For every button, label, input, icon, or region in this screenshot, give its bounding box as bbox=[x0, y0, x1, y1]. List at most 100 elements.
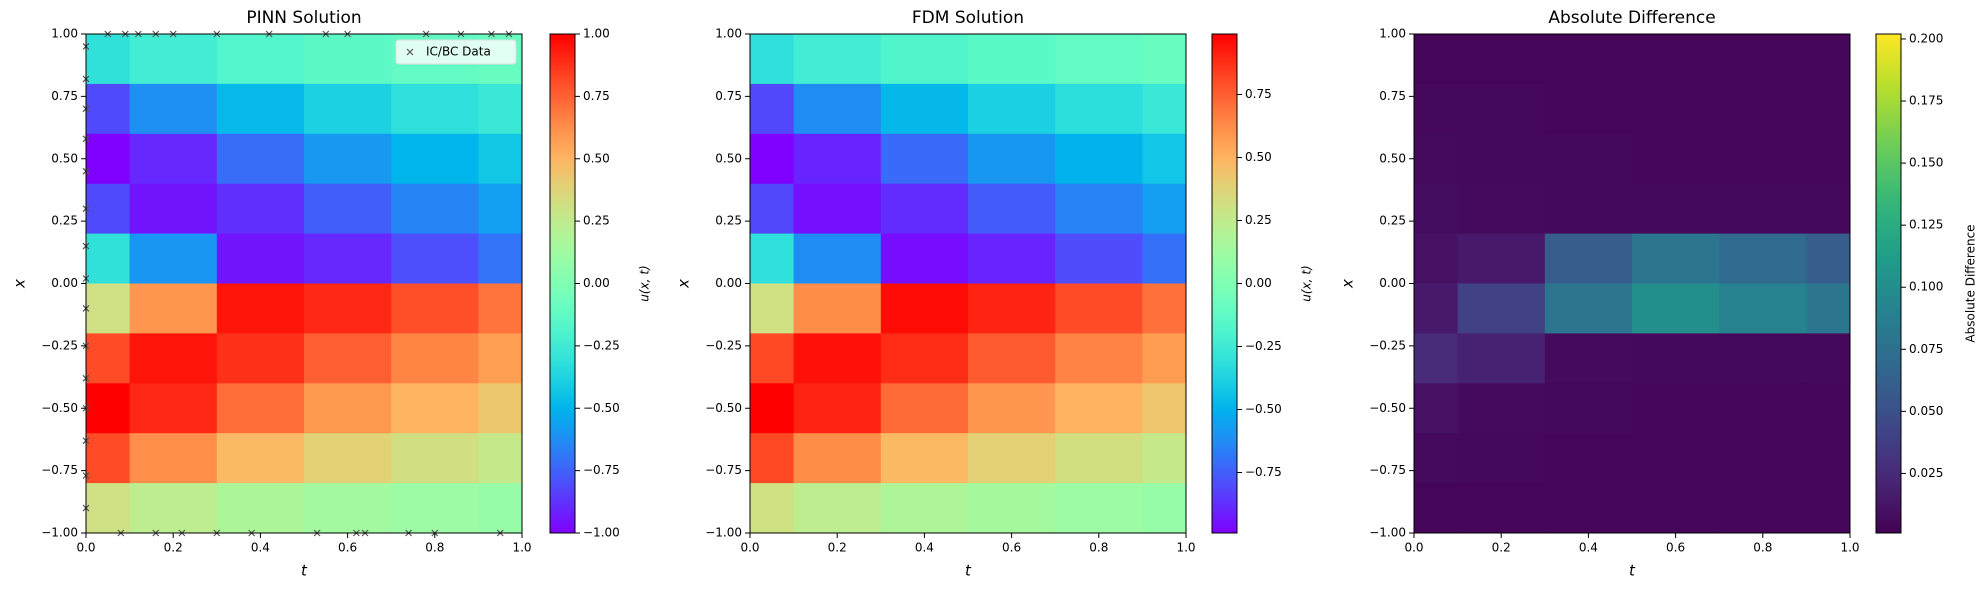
heatmap-cell bbox=[1806, 433, 1850, 484]
heatmap-cell bbox=[1414, 483, 1459, 533]
x-tick-label: 0.2 bbox=[828, 541, 847, 555]
y-tick-label: 1.00 bbox=[1379, 27, 1406, 41]
heatmap-cell bbox=[1719, 383, 1807, 434]
chart-title: Absolute Difference bbox=[1548, 8, 1715, 28]
heatmap-cell bbox=[880, 383, 969, 434]
heatmap-cell bbox=[391, 383, 479, 434]
legend-label: IC/BC Data bbox=[426, 45, 491, 59]
heatmap-cell bbox=[1055, 34, 1143, 85]
y-tick-label: 0.75 bbox=[715, 89, 742, 103]
heatmap-cell bbox=[1632, 283, 1720, 334]
heatmap-cell bbox=[750, 34, 795, 85]
heatmap-cell bbox=[391, 433, 479, 484]
heatmap-cell bbox=[86, 233, 131, 284]
colorbar-tick-label: 0.50 bbox=[1245, 150, 1272, 164]
legend-box bbox=[395, 39, 517, 65]
x-axis-label: t bbox=[965, 562, 972, 580]
heatmap-cell bbox=[1544, 233, 1633, 284]
y-tick-label: 0.50 bbox=[51, 151, 78, 165]
heatmap-cell bbox=[1055, 283, 1143, 334]
heatmap-cell bbox=[1544, 433, 1633, 484]
heatmap-cell bbox=[478, 383, 522, 434]
heatmap-cell bbox=[750, 233, 795, 284]
colorbar-tick-label: −0.75 bbox=[1245, 465, 1282, 479]
chart-title: PINN Solution bbox=[246, 8, 361, 28]
heatmap-cell bbox=[750, 83, 795, 135]
heatmap-cell bbox=[216, 483, 305, 533]
y-tick-label: −1.00 bbox=[705, 526, 742, 540]
heatmap-cell bbox=[968, 233, 1056, 284]
y-tick-label: −0.25 bbox=[41, 338, 78, 352]
y-tick-label: 0.75 bbox=[51, 89, 78, 103]
y-axis-label: x bbox=[1339, 279, 1357, 289]
heatmap-cell bbox=[880, 83, 969, 135]
heatmap-cell bbox=[129, 133, 218, 185]
y-axis-label: x bbox=[11, 279, 29, 289]
heatmap-cell bbox=[216, 333, 305, 384]
heatmap-cell bbox=[1142, 183, 1186, 235]
heatmap-cell bbox=[880, 233, 969, 284]
x-tick-label: 0.8 bbox=[1753, 541, 1772, 555]
heatmap-cell bbox=[1719, 483, 1807, 533]
heatmap bbox=[750, 34, 1186, 533]
colorbar bbox=[549, 33, 576, 534]
heatmap-cell bbox=[1414, 283, 1459, 334]
heatmap-cell bbox=[1142, 133, 1186, 185]
heatmap-cell bbox=[1632, 433, 1720, 484]
heatmap-cell bbox=[793, 133, 882, 185]
x-tick-label: 0.6 bbox=[1666, 541, 1685, 555]
heatmap-cell bbox=[129, 333, 218, 384]
heatmap bbox=[1414, 34, 1850, 533]
heatmap-cell bbox=[1055, 483, 1143, 533]
heatmap-cell bbox=[1544, 34, 1633, 85]
heatmap-cell bbox=[1806, 333, 1850, 384]
heatmap-cell bbox=[968, 83, 1056, 135]
x-tick-label: 0.6 bbox=[338, 541, 357, 555]
colorbar-label: u(x, t) bbox=[1300, 265, 1314, 301]
colorbar bbox=[1875, 33, 1902, 534]
heatmap-cell bbox=[1719, 333, 1807, 384]
heatmap-cell bbox=[1457, 333, 1546, 384]
y-tick-label: 0.00 bbox=[51, 276, 78, 290]
colorbar-tick-label: 0.00 bbox=[1245, 276, 1272, 290]
heatmap-cell bbox=[793, 183, 882, 235]
heatmap-cell bbox=[391, 483, 479, 533]
heatmap-cell bbox=[1806, 233, 1850, 284]
colorbar-tick-label: 1.00 bbox=[583, 27, 610, 41]
x-tick-label: 0.4 bbox=[915, 541, 934, 555]
y-tick-label: 0.75 bbox=[1379, 89, 1406, 103]
heatmap-cell bbox=[1055, 433, 1143, 484]
heatmap-cell bbox=[750, 283, 795, 334]
y-tick-label: −0.50 bbox=[705, 401, 742, 415]
heatmap-cell bbox=[1632, 133, 1720, 185]
y-tick-label: 1.00 bbox=[51, 27, 78, 41]
y-tick-label: −0.75 bbox=[705, 463, 742, 477]
heatmap-cell bbox=[1055, 83, 1143, 135]
heatmap-cell bbox=[750, 133, 795, 185]
heatmap-cell bbox=[1806, 283, 1850, 334]
heatmap-cell bbox=[391, 183, 479, 235]
heatmap-cell bbox=[1142, 433, 1186, 484]
heatmap-cell bbox=[304, 34, 392, 85]
heatmap-cell bbox=[216, 183, 305, 235]
heatmap-cell bbox=[1544, 333, 1633, 384]
heatmap-cell bbox=[216, 83, 305, 135]
y-tick-label: 0.25 bbox=[715, 214, 742, 228]
x-tick-label: 0.0 bbox=[76, 541, 95, 555]
colorbar-tick-label: 0.200 bbox=[1909, 31, 1943, 45]
colorbar-tick-label: −1.00 bbox=[583, 526, 620, 540]
heatmap-cell bbox=[304, 233, 392, 284]
heatmap-cell bbox=[1806, 383, 1850, 434]
heatmap-cell bbox=[1719, 34, 1807, 85]
heatmap-cell bbox=[1414, 333, 1459, 384]
heatmap-cell bbox=[1719, 233, 1807, 284]
heatmap-cell bbox=[304, 133, 392, 185]
y-tick-label: −1.00 bbox=[41, 526, 78, 540]
heatmap-cell bbox=[1055, 383, 1143, 434]
y-tick-label: 0.50 bbox=[715, 151, 742, 165]
heatmap-cell bbox=[129, 233, 218, 284]
y-axis-label: x bbox=[675, 279, 693, 289]
heatmap-cell bbox=[968, 183, 1056, 235]
heatmap-cell bbox=[793, 283, 882, 334]
